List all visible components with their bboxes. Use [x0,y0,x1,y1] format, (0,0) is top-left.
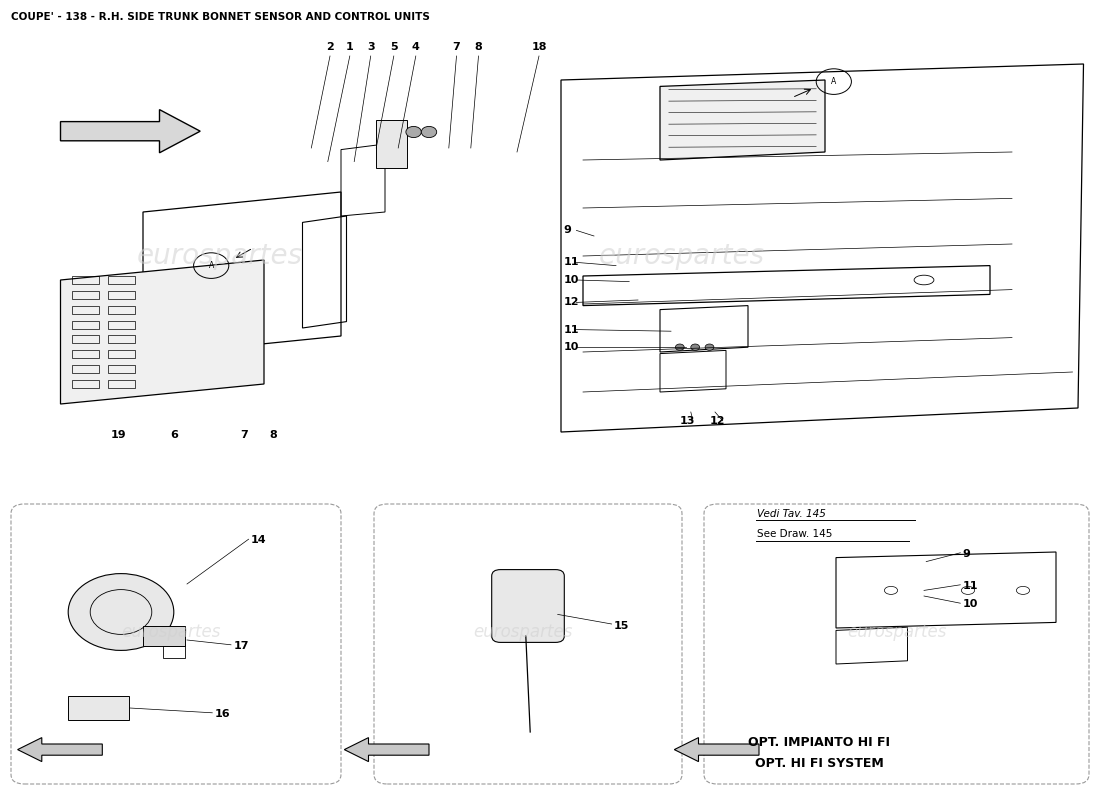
Text: 1: 1 [345,42,354,52]
Text: 3: 3 [367,42,374,52]
Bar [68,696,129,720]
Polygon shape [660,80,825,160]
Text: COUPE' - 138 - R.H. SIDE TRUNK BONNET SENSOR AND CONTROL UNITS: COUPE' - 138 - R.H. SIDE TRUNK BONNET SE… [11,12,430,22]
Text: 11: 11 [962,581,978,590]
Bar [163,646,185,658]
Text: 12: 12 [710,416,725,426]
Bar [108,350,135,358]
Text: 5: 5 [390,42,397,52]
Text: 18: 18 [531,42,547,52]
Text: 17: 17 [233,641,249,650]
Text: 4: 4 [411,42,420,52]
Text: 8: 8 [474,42,483,52]
Bar [72,291,99,299]
Text: 10: 10 [563,275,579,285]
Bar [72,380,99,388]
Circle shape [421,126,437,138]
Text: Vedi Tav. 145: Vedi Tav. 145 [757,509,826,518]
Text: 8: 8 [268,430,277,440]
Text: 10: 10 [563,342,579,352]
Bar [72,350,99,358]
Text: eurospartes: eurospartes [136,242,304,270]
Text: eurospartes: eurospartes [847,623,946,641]
Bar [108,276,135,284]
Circle shape [406,126,421,138]
Text: 11: 11 [563,258,579,267]
Bar [72,276,99,284]
Bar [72,321,99,329]
Text: 6: 6 [169,430,178,440]
Text: OPT. HI FI SYSTEM: OPT. HI FI SYSTEM [755,757,884,770]
Text: 10: 10 [962,599,978,609]
Polygon shape [60,260,264,404]
Text: 2: 2 [326,42,334,52]
Text: eurospartes: eurospartes [473,623,572,641]
Bar [72,365,99,373]
Circle shape [705,344,714,350]
Text: eurospartes: eurospartes [121,623,220,641]
Polygon shape [60,110,200,153]
Text: A: A [209,261,213,270]
Text: 7: 7 [452,42,461,52]
Text: 9: 9 [962,549,970,558]
Text: See Draw. 145: See Draw. 145 [757,530,833,539]
Circle shape [68,574,174,650]
Text: A: A [832,77,836,86]
Text: eurospartes: eurospartes [598,242,766,270]
Bar [143,626,185,646]
Bar [108,335,135,343]
Bar [108,365,135,373]
Text: 7: 7 [240,430,249,440]
Polygon shape [18,738,102,762]
Text: 16: 16 [214,709,230,718]
Bar [108,306,135,314]
FancyBboxPatch shape [492,570,564,642]
Text: 9: 9 [563,226,571,235]
Text: 19: 19 [111,430,126,440]
Bar [108,321,135,329]
Polygon shape [344,738,429,762]
Bar [376,120,407,168]
Bar [108,291,135,299]
Text: 13: 13 [680,416,695,426]
Bar [72,335,99,343]
Text: 11: 11 [563,325,579,334]
Text: OPT. IMPIANTO HI FI: OPT. IMPIANTO HI FI [748,736,891,749]
Text: 12: 12 [563,298,579,307]
Circle shape [691,344,700,350]
Circle shape [675,344,684,350]
Text: 14: 14 [251,535,266,545]
Bar [72,306,99,314]
Text: 15: 15 [614,621,629,630]
Bar [108,380,135,388]
Polygon shape [674,738,759,762]
